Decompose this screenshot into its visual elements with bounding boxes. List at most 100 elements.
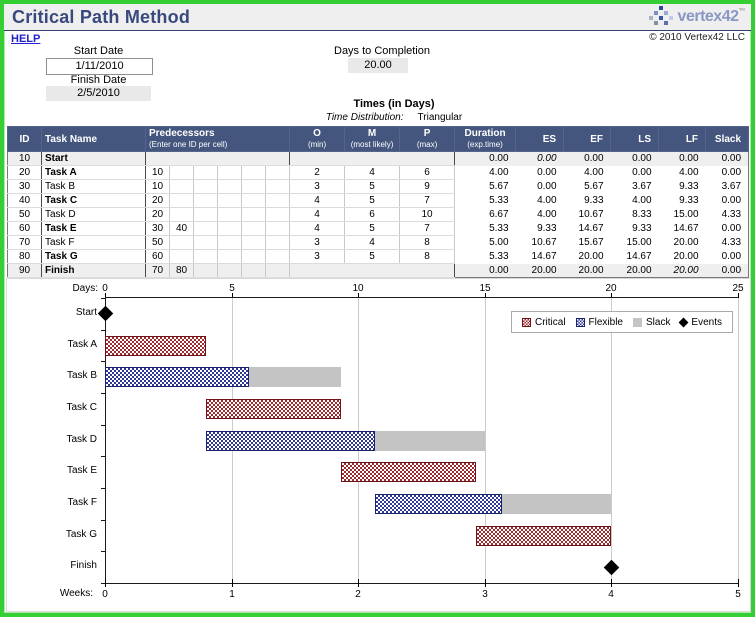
cell-predecessor[interactable] — [217, 179, 242, 194]
cell-m[interactable]: 5 — [344, 179, 401, 194]
cell-predecessor[interactable]: 30 — [145, 221, 170, 236]
cell-es: 10.67 — [531, 237, 557, 248]
cell-predecessor[interactable] — [169, 179, 194, 194]
cell-predecessor[interactable] — [264, 165, 291, 180]
cell-task-name[interactable]: Task E — [41, 221, 146, 236]
cell-predecessor[interactable] — [241, 221, 266, 236]
cell-predecessor[interactable] — [264, 207, 291, 222]
cell-o[interactable]: 3 — [289, 179, 346, 194]
cell-predecessor[interactable] — [264, 249, 291, 264]
cell-predecessor[interactable]: 20 — [145, 207, 170, 222]
cell-predecessor[interactable] — [217, 263, 242, 278]
cell-m[interactable]: 5 — [344, 249, 401, 264]
cell-task-name[interactable]: Task D — [41, 207, 146, 222]
cell-ef: 0.00 — [563, 151, 611, 166]
cell-o[interactable]: 3 — [289, 235, 346, 250]
cell-predecessor[interactable] — [169, 207, 194, 222]
cell-m[interactable]: 4 — [344, 235, 401, 250]
cell-predecessor[interactable] — [193, 249, 218, 264]
cell-p[interactable]: 8 — [399, 249, 456, 264]
cell-m[interactable]: 6 — [344, 207, 401, 222]
cell-predecessor[interactable] — [264, 263, 291, 278]
cell-id[interactable]: 80 — [7, 249, 42, 264]
cell-ef: 15.67 — [578, 237, 604, 248]
cell-task-name[interactable]: Task G — [41, 249, 146, 264]
week-tick-label: 3 — [482, 589, 488, 600]
cell-predecessor[interactable] — [241, 235, 266, 250]
cell-predecessor[interactable] — [241, 249, 266, 264]
cell-id[interactable]: 90 — [7, 263, 42, 278]
help-link[interactable]: HELP — [11, 33, 41, 45]
cell-es: 0.00 — [537, 181, 557, 192]
cell-predecessor[interactable] — [264, 235, 291, 250]
cell-p[interactable]: 9 — [399, 179, 456, 194]
cell-predecessor[interactable] — [264, 179, 291, 194]
cell-predecessor[interactable] — [193, 179, 218, 194]
cell-predecessor[interactable] — [241, 207, 266, 222]
cell-predecessor[interactable]: 60 — [145, 249, 170, 264]
cell-predecessor[interactable]: 50 — [145, 235, 170, 250]
cell-m[interactable]: 5 — [344, 221, 401, 236]
cell-task-name[interactable]: Task A — [41, 165, 146, 180]
cell-predecessor[interactable]: 80 — [169, 263, 194, 278]
cell-id[interactable]: 70 — [7, 235, 42, 250]
cell-id[interactable]: 10 — [7, 151, 42, 166]
cell-predecessor[interactable] — [193, 193, 218, 208]
cell-task-name[interactable]: Task F — [41, 235, 146, 250]
cell-predecessor[interactable] — [193, 207, 218, 222]
cell-predecessor[interactable] — [241, 193, 266, 208]
cell-predecessor[interactable] — [217, 165, 242, 180]
cell-predecessor[interactable] — [193, 235, 218, 250]
cell-predecessor[interactable] — [169, 193, 194, 208]
cell-predecessor[interactable] — [264, 193, 291, 208]
cell-m[interactable]: 5 — [344, 193, 401, 208]
cell-p[interactable]: 10 — [399, 207, 456, 222]
cell-id[interactable]: 60 — [7, 221, 42, 236]
week-axis-tick — [232, 579, 233, 587]
col-predecessors: Predecessors (Enter one ID per cell) — [144, 126, 291, 152]
cell-o[interactable]: 2 — [289, 165, 346, 180]
cell-predecessor[interactable]: 40 — [169, 221, 194, 236]
cell-p[interactable]: 8 — [399, 235, 456, 250]
cell-m[interactable]: 4 — [344, 165, 401, 180]
cell-id[interactable]: 20 — [7, 165, 42, 180]
cell-predecessor[interactable] — [193, 263, 218, 278]
cell-o[interactable]: 4 — [289, 193, 346, 208]
cell-predecessor[interactable] — [169, 165, 194, 180]
cell-p[interactable]: 6 — [399, 165, 456, 180]
cell-predecessor[interactable] — [193, 165, 218, 180]
cell-task-name[interactable]: Task B — [41, 179, 146, 194]
cell-id[interactable]: 40 — [7, 193, 42, 208]
cell-predecessor[interactable] — [241, 263, 266, 278]
cell-p[interactable]: 7 — [399, 221, 456, 236]
cell-predecessor[interactable] — [169, 235, 194, 250]
cell-o[interactable]: 4 — [289, 221, 346, 236]
cell-o[interactable]: 4 — [289, 207, 346, 222]
cell-id[interactable]: 50 — [7, 207, 42, 222]
cell-predecessor[interactable] — [217, 249, 242, 264]
cell-es: 20.00 — [515, 263, 564, 278]
cell-predecessor[interactable] — [217, 221, 242, 236]
week-axis-tick — [611, 579, 612, 587]
cell-predecessor[interactable] — [217, 235, 242, 250]
cell-predecessor[interactable] — [241, 179, 266, 194]
cell-predecessor[interactable] — [217, 207, 242, 222]
cell-predecessor[interactable] — [264, 221, 291, 236]
cell-predecessor[interactable]: 10 — [145, 179, 170, 194]
time-distribution-value[interactable]: Triangular — [417, 112, 463, 123]
cell-predecessor[interactable] — [193, 221, 218, 236]
cell-predecessor[interactable]: 70 — [145, 263, 170, 278]
cell-task-name[interactable]: Task C — [41, 193, 146, 208]
cell-predecessor[interactable]: 10 — [145, 165, 170, 180]
cell-o[interactable]: 3 — [289, 249, 346, 264]
cell-task-name[interactable]: Finish — [41, 263, 146, 278]
cell-predecessor[interactable] — [217, 193, 242, 208]
cell-id[interactable]: 30 — [7, 179, 42, 194]
cell-predecessor[interactable] — [169, 249, 194, 264]
start-date-input[interactable]: 1/11/2010 — [46, 58, 153, 75]
cell-task-name[interactable]: Start — [41, 151, 146, 166]
cell-predecessor[interactable]: 20 — [145, 193, 170, 208]
cell-predecessor[interactable] — [241, 165, 266, 180]
cell-p[interactable]: 7 — [399, 193, 456, 208]
vertex42-logo: vertex42™ — [648, 6, 745, 28]
